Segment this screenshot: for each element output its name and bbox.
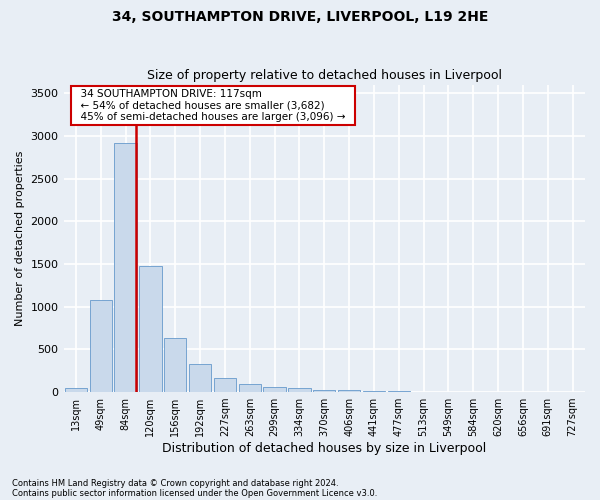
Text: Contains HM Land Registry data © Crown copyright and database right 2024.: Contains HM Land Registry data © Crown c… bbox=[12, 478, 338, 488]
Bar bbox=[115, 142, 137, 392]
Bar bbox=[288, 388, 311, 392]
Bar bbox=[65, 388, 87, 392]
Text: 34 SOUTHAMPTON DRIVE: 117sqm  
  ← 54% of detached houses are smaller (3,682)  
: 34 SOUTHAMPTON DRIVE: 117sqm ← 54% of de… bbox=[74, 89, 352, 122]
Bar bbox=[263, 386, 286, 392]
Bar bbox=[214, 378, 236, 392]
Bar bbox=[313, 390, 335, 392]
Text: Contains public sector information licensed under the Open Government Licence v3: Contains public sector information licen… bbox=[12, 488, 377, 498]
X-axis label: Distribution of detached houses by size in Liverpool: Distribution of detached houses by size … bbox=[162, 442, 487, 455]
Bar bbox=[388, 391, 410, 392]
Bar bbox=[139, 266, 161, 392]
Bar bbox=[89, 300, 112, 392]
Title: Size of property relative to detached houses in Liverpool: Size of property relative to detached ho… bbox=[147, 69, 502, 82]
Bar bbox=[338, 390, 360, 392]
Bar bbox=[164, 338, 187, 392]
Text: 34, SOUTHAMPTON DRIVE, LIVERPOOL, L19 2HE: 34, SOUTHAMPTON DRIVE, LIVERPOOL, L19 2H… bbox=[112, 10, 488, 24]
Y-axis label: Number of detached properties: Number of detached properties bbox=[15, 150, 25, 326]
Bar bbox=[239, 384, 261, 392]
Bar bbox=[363, 391, 385, 392]
Bar bbox=[189, 364, 211, 392]
